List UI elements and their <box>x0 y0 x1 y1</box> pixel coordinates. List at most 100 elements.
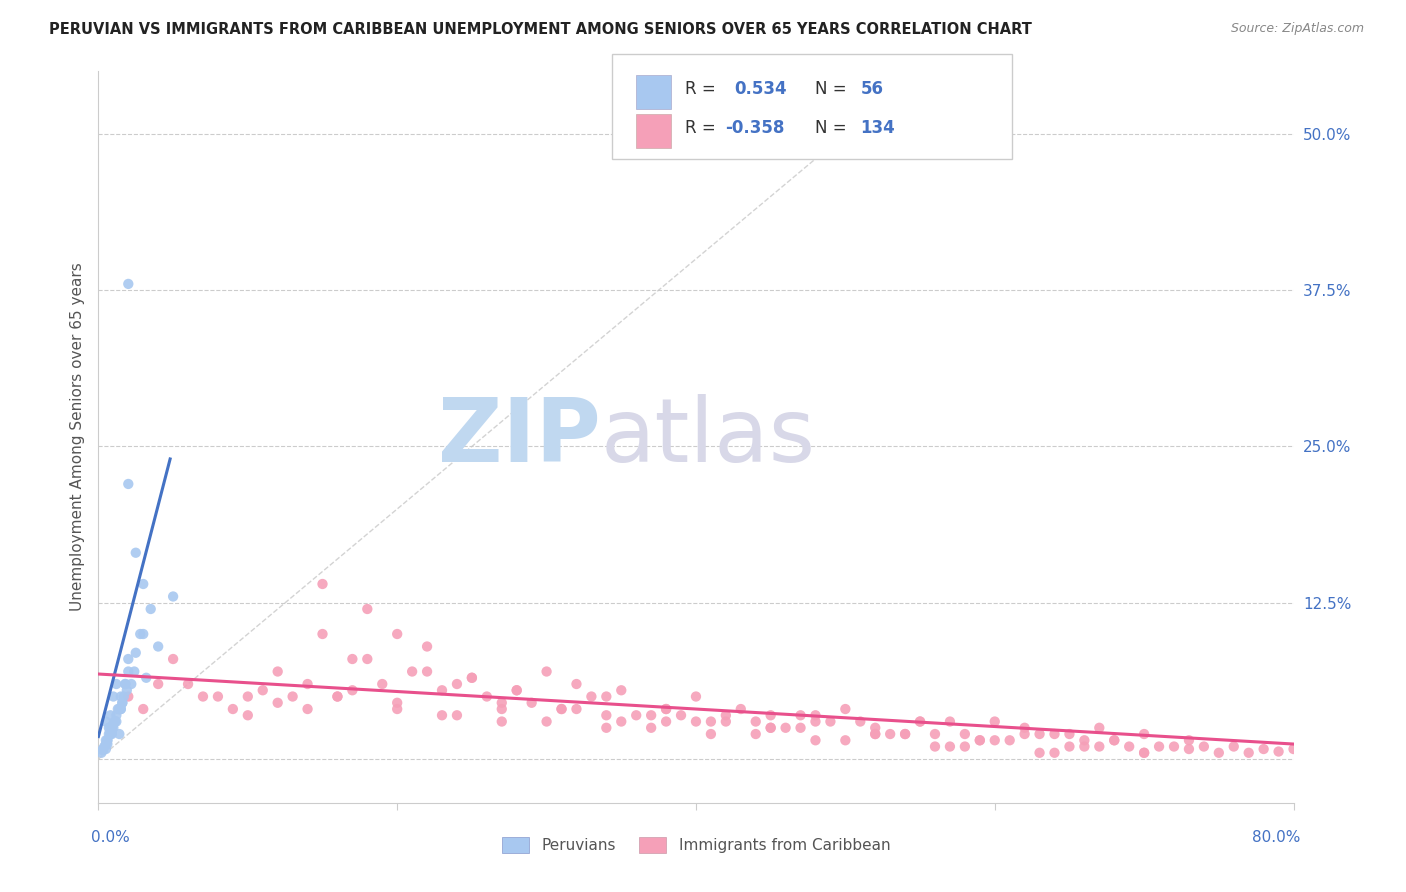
Point <box>506 683 529 698</box>
Point <box>939 739 962 754</box>
Point <box>207 690 229 704</box>
Point <box>550 702 572 716</box>
Point <box>93 739 115 754</box>
Point <box>281 690 304 704</box>
Point <box>311 577 333 591</box>
Point <box>1253 742 1275 756</box>
Point <box>267 665 290 679</box>
Point <box>759 721 782 735</box>
Point <box>94 714 117 729</box>
Text: Source: ZipAtlas.com: Source: ZipAtlas.com <box>1230 22 1364 36</box>
Point <box>103 721 125 735</box>
Point <box>252 683 274 698</box>
Point <box>834 702 856 716</box>
Point <box>894 727 917 741</box>
Point <box>1088 721 1111 735</box>
Point <box>356 602 378 616</box>
Point <box>117 652 139 666</box>
Point <box>879 727 901 741</box>
Point <box>984 733 1007 747</box>
Text: atlas: atlas <box>600 393 815 481</box>
Point <box>101 727 124 741</box>
Point <box>759 708 782 723</box>
Point <box>491 702 513 716</box>
Point <box>1237 746 1260 760</box>
Point <box>1178 733 1201 747</box>
Point <box>1223 739 1246 754</box>
Point <box>110 690 132 704</box>
Point <box>969 733 991 747</box>
Text: R =: R = <box>685 120 721 137</box>
Text: 56: 56 <box>860 80 883 98</box>
Point <box>969 733 991 747</box>
Point <box>953 727 976 741</box>
Point <box>536 665 558 679</box>
Point <box>595 708 617 723</box>
Point <box>222 702 245 716</box>
Text: 134: 134 <box>860 120 896 137</box>
Point <box>640 721 662 735</box>
Point <box>669 708 692 723</box>
Text: 0.0%: 0.0% <box>91 830 131 845</box>
Point <box>924 727 946 741</box>
Point <box>700 714 723 729</box>
Point <box>117 665 139 679</box>
Point <box>342 652 364 666</box>
Point <box>177 677 200 691</box>
Point <box>132 627 155 641</box>
Legend: Peruvians, Immigrants from Caribbean: Peruvians, Immigrants from Caribbean <box>494 830 898 861</box>
Point <box>730 702 752 716</box>
Point <box>475 690 498 704</box>
Point <box>446 677 468 691</box>
Point <box>759 721 782 735</box>
Text: -0.358: -0.358 <box>725 120 785 137</box>
Text: N =: N = <box>815 120 852 137</box>
Point <box>114 677 136 691</box>
Point <box>91 742 114 756</box>
Point <box>789 708 811 723</box>
Point <box>1178 742 1201 756</box>
Point <box>565 677 588 691</box>
Point <box>105 714 128 729</box>
Point <box>110 702 132 716</box>
Point <box>714 708 737 723</box>
Point <box>908 714 931 729</box>
Point <box>461 671 484 685</box>
Point <box>865 721 887 735</box>
Point <box>430 708 453 723</box>
Point <box>108 727 131 741</box>
Point <box>111 696 134 710</box>
Point <box>148 640 170 654</box>
Point <box>94 742 117 756</box>
Point <box>129 627 152 641</box>
Point <box>536 714 558 729</box>
Point <box>745 714 768 729</box>
Point <box>416 640 439 654</box>
Point <box>148 677 170 691</box>
Point <box>162 590 184 604</box>
Point <box>117 477 139 491</box>
Point <box>804 708 827 723</box>
Point <box>714 714 737 729</box>
Point <box>655 714 678 729</box>
Point <box>1043 746 1066 760</box>
Point <box>108 702 131 716</box>
Point <box>104 714 127 729</box>
Point <box>1208 746 1230 760</box>
Point <box>865 727 887 741</box>
Point <box>1147 739 1170 754</box>
Point <box>135 671 157 685</box>
Point <box>371 677 394 691</box>
Text: R =: R = <box>685 80 721 98</box>
Point <box>984 714 1007 729</box>
Point <box>94 733 117 747</box>
Point <box>491 696 513 710</box>
Point <box>98 727 122 741</box>
Point <box>91 743 114 757</box>
Point <box>416 665 439 679</box>
Point <box>236 690 259 704</box>
Point <box>849 714 872 729</box>
Point <box>506 683 529 698</box>
Point <box>1163 739 1185 754</box>
Point <box>1104 733 1126 747</box>
